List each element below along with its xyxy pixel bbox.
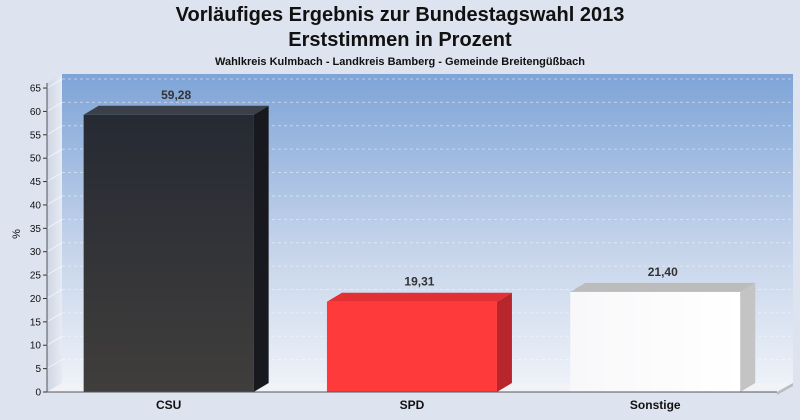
gridline-wall bbox=[46, 265, 63, 276]
gridline-wall bbox=[46, 289, 63, 299]
y-axis-label: % bbox=[11, 229, 23, 239]
y-tick-label: 15 bbox=[30, 317, 42, 328]
y-tick-label: 40 bbox=[30, 200, 42, 211]
x-tick-label: Sonstige bbox=[630, 398, 681, 412]
chart-title-line-2: Erststimmen in Prozent bbox=[288, 29, 512, 51]
chart-subtitle: Wahlkreis Kulmbach - Landkreis Bamberg -… bbox=[215, 56, 585, 68]
bar-front bbox=[83, 114, 254, 393]
data-label: 19,31 bbox=[404, 275, 434, 289]
x-tick-label: SPD bbox=[400, 398, 425, 412]
data-label: 59,28 bbox=[161, 88, 191, 102]
y-axis: 0 5 10 15 20 25 30 35 40 45 50 55 60 65 bbox=[30, 83, 48, 399]
gridline-wall bbox=[46, 195, 63, 206]
y-tick-label: 65 bbox=[30, 84, 42, 95]
y-tick-label: 50 bbox=[30, 154, 42, 165]
bar-side bbox=[496, 292, 512, 392]
bar-side bbox=[740, 282, 756, 392]
bar-spd: 19,31 bbox=[326, 275, 512, 392]
bar-top bbox=[83, 105, 269, 115]
bar-top bbox=[570, 282, 756, 292]
left-wall bbox=[47, 74, 62, 392]
y-tick-label: 0 bbox=[35, 388, 41, 399]
bar-top bbox=[326, 292, 512, 302]
gridline-wall bbox=[46, 78, 63, 89]
y-tick-label: 25 bbox=[30, 271, 42, 282]
bars: 59,28 19,31 21,40 bbox=[83, 88, 756, 393]
gridline-wall bbox=[46, 148, 63, 159]
gridline-wall bbox=[46, 101, 63, 112]
bar-side bbox=[253, 105, 269, 393]
y-tick-label: 60 bbox=[30, 107, 42, 118]
chart-title: Vorläufiges Ergebnis zur Bundestagswahl … bbox=[176, 4, 625, 26]
gridline-wall bbox=[46, 125, 63, 136]
y-tick-label: 20 bbox=[30, 294, 42, 305]
data-label: 21,40 bbox=[648, 265, 678, 279]
gridline-wall bbox=[46, 335, 63, 346]
y-tick-label: 10 bbox=[30, 341, 42, 352]
gridline-wall bbox=[46, 172, 63, 182]
x-tick-label: CSU bbox=[156, 398, 181, 412]
y-tick-label: 55 bbox=[30, 130, 42, 141]
gridline-wall bbox=[46, 242, 63, 253]
y-tick-label: 5 bbox=[35, 364, 41, 375]
gridline-wall bbox=[46, 359, 63, 370]
gridline-wall bbox=[46, 218, 63, 229]
y-tick-label: 35 bbox=[30, 224, 42, 235]
gridline-wall bbox=[46, 312, 63, 323]
bar-front bbox=[326, 301, 497, 392]
floor-edge bbox=[777, 383, 793, 395]
bar-front bbox=[570, 291, 741, 392]
x-axis: CSU SPD Sonstige bbox=[47, 391, 777, 412]
bar-sonstige: 21,40 bbox=[570, 265, 756, 392]
bar-csu: 59,28 bbox=[83, 88, 269, 393]
y-tick-label: 30 bbox=[30, 247, 42, 258]
y-tick-label: 45 bbox=[30, 177, 42, 188]
